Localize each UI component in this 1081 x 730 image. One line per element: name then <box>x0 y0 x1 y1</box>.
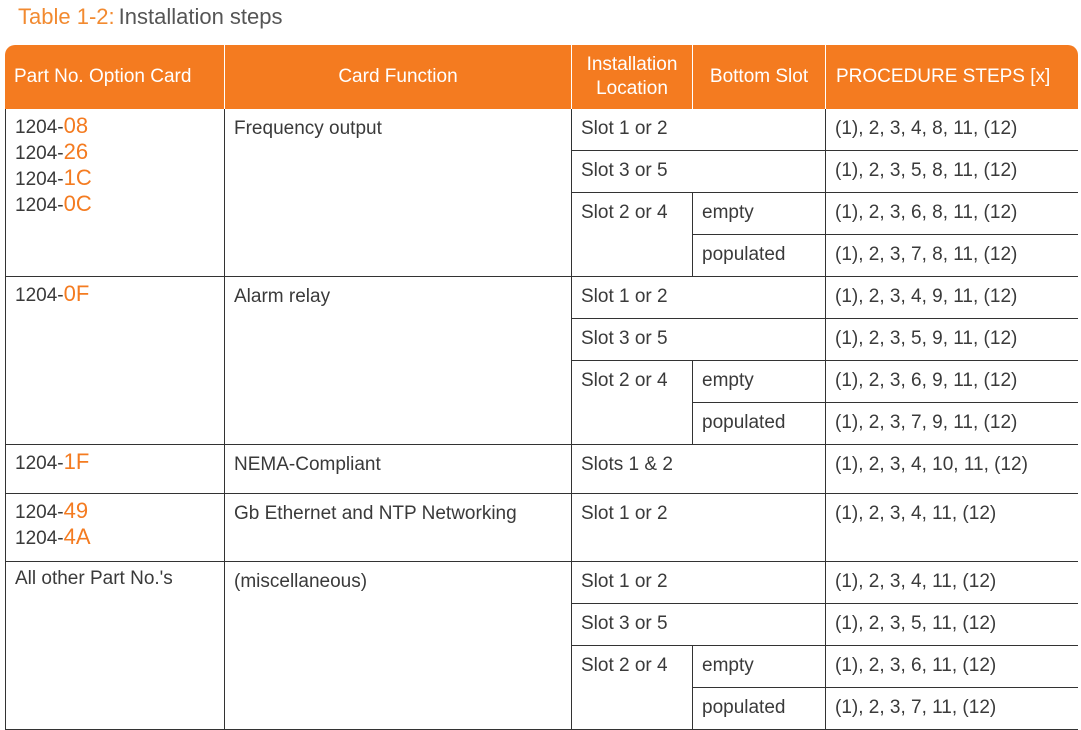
part-number: 1204-08 <box>15 114 215 140</box>
part-code: 1C <box>63 165 92 190</box>
table-row: Slot 2 or 4 empty (1), 2, 3, 6, 11, (12) <box>5 646 1078 730</box>
steps-cell: (1), 2, 3, 4, 8, 11, (12) <box>825 109 1078 151</box>
part-cell: 1204-08 1204-26 1204-1C 1204-0C <box>5 109 224 277</box>
steps-cell: (1), 2, 3, 4, 11, (12) <box>825 562 1078 604</box>
part-code: 1F <box>63 449 90 474</box>
header-cell: Bottom Slot <box>692 45 825 109</box>
header-cell: Card Function <box>224 45 571 109</box>
steps-cell: (1), 2, 3, 7, 11, (12) <box>825 688 1078 730</box>
location-cell: Slot 2 or 4 <box>571 361 692 445</box>
table-row: Slot 2 or 4 empty (1), 2, 3, 6, 9, 11, (12… <box>5 361 1078 445</box>
part-code: 4A <box>63 524 91 549</box>
location-cell: Slot 3 or 5 <box>571 319 825 361</box>
location-cell: Slots 1 & 2 <box>571 445 825 494</box>
part-cell: 1204-49 1204-4A <box>5 494 224 562</box>
location-cell: Slot 1 or 2 <box>571 494 825 562</box>
table-row: populated (1), 2, 3, 7, 9, 11, (12) <box>5 403 1078 445</box>
location-cell: Slot 3 or 5 <box>571 604 825 646</box>
part-number: 1204-4A <box>15 525 215 551</box>
steps-cell: (1), 2, 3, 5, 11, (12) <box>825 604 1078 646</box>
part-number: 1204-0F <box>15 282 215 308</box>
location-cell: Slot 2 or 4 <box>571 646 692 730</box>
table-row: 1204-49 1204-4A Gb Ethernet and NTP Networ… <box>5 494 1078 562</box>
location-cell: Slot 1 or 2 <box>571 109 825 151</box>
part-number: 1204-1C <box>15 166 215 192</box>
location-cell: Slot 3 or 5 <box>571 151 825 193</box>
steps-cell: (1), 2, 3, 5, 8, 11, (12) <box>825 151 1078 193</box>
steps-cell: (1), 2, 3, 5, 9, 11, (12) <box>825 319 1078 361</box>
part-code: 0F <box>63 281 90 306</box>
table-row: 1204-08 1204-26 1204-1C 1204-0C Frequency ou… <box>5 109 1078 277</box>
location-cell: Slot 1 or 2 <box>571 277 825 319</box>
part-prefix: 1204- <box>15 453 64 474</box>
part-prefix: 1204- <box>15 195 64 216</box>
part-code: 26 <box>63 139 89 164</box>
function-cell: Alarm relay <box>224 277 571 445</box>
steps-cell: (1), 2, 3, 4, 10, 11, (12) <box>825 445 1078 494</box>
caption-label: Table 1-2: <box>18 4 115 29</box>
table-row: Slot 3 or 5 (1), 2, 3, 5, 8, 11, (12) <box>5 151 1078 193</box>
part-prefix: 1204- <box>15 285 64 306</box>
table-row: All other Part No.'s (miscellaneous) Slot … <box>5 562 1078 730</box>
part-cell: 1204-0F <box>5 277 224 445</box>
bottom-cell: empty <box>692 646 825 688</box>
steps-cell: (1), 2, 3, 6, 9, 11, (12) <box>825 361 1078 403</box>
part-prefix: 1204- <box>15 528 64 549</box>
part-number: 1204-26 <box>15 140 215 166</box>
location-cell: Slot 2 or 4 <box>571 193 692 277</box>
bottom-cell: populated <box>692 403 825 445</box>
table-row: 1204-1F NEMA-Compliant Slots 1 & 2 (1), 2, … <box>5 445 1078 494</box>
steps-cell: (1), 2, 3, 6, 8, 11, (12) <box>825 193 1078 235</box>
function-cell: (miscellaneous) <box>224 562 571 730</box>
part-prefix: 1204- <box>15 502 64 523</box>
part-number: All other Part No.'s <box>15 567 215 591</box>
table-body: 1204-08 1204-26 1204-1C 1204-0C Frequency ou… <box>5 109 1078 730</box>
steps-cell: (1), 2, 3, 6, 11, (12) <box>825 646 1078 688</box>
steps-cell: (1), 2, 3, 4, 11, (12) <box>825 494 1078 562</box>
installation-table: Part No. Option Card Card Function Install… <box>5 45 1078 730</box>
function-cell: NEMA-Compliant <box>224 445 571 494</box>
part-prefix: All other Part No.'s <box>15 568 173 589</box>
location-cell: Slot 1 or 2 <box>571 562 825 604</box>
caption: Table 1-2: Installation steps <box>18 4 283 30</box>
bottom-cell: empty <box>692 361 825 403</box>
part-number: 1204-0C <box>15 192 215 218</box>
table-row: 1204-0F Alarm relay Slot 1 or 2 (1), 2, 3, … <box>5 277 1078 445</box>
function-cell: Gb Ethernet and NTP Networking <box>224 494 571 562</box>
part-prefix: 1204- <box>15 169 64 190</box>
part-code: 49 <box>63 498 89 523</box>
table-row: Slot 3 or 5 (1), 2, 3, 5, 11, (12) <box>5 604 1078 646</box>
steps-cell: (1), 2, 3, 7, 9, 11, (12) <box>825 403 1078 445</box>
table-row: Slot 2 or 4 empty (1), 2, 3, 6, 8, 11, (12… <box>5 193 1078 277</box>
part-code: 0C <box>63 191 92 216</box>
part-code: 08 <box>63 113 89 138</box>
caption-title: Installation steps <box>118 4 283 29</box>
part-prefix: 1204- <box>15 143 64 164</box>
part-cell: 1204-1F <box>5 445 224 494</box>
part-number: 1204-1F <box>15 450 215 476</box>
bottom-cell: empty <box>692 193 825 235</box>
header-row: Part No. Option Card Card Function Install… <box>5 45 1078 109</box>
part-cell: All other Part No.'s <box>5 562 224 730</box>
header-cell: PROCEDURE STEPS [x] <box>825 45 1078 109</box>
steps-cell: (1), 2, 3, 7, 8, 11, (12) <box>825 235 1078 277</box>
steps-cell: (1), 2, 3, 4, 9, 11, (12) <box>825 277 1078 319</box>
header-cell: Installation Location <box>571 45 692 109</box>
header-cell: Part No. Option Card <box>5 45 224 109</box>
part-number: 1204-49 <box>15 499 215 525</box>
bottom-cell: populated <box>692 235 825 277</box>
function-cell: Frequency output <box>224 109 571 277</box>
table-row: populated (1), 2, 3, 7, 8, 11, (12) <box>5 235 1078 277</box>
table-row: Slot 3 or 5 (1), 2, 3, 5, 9, 11, (12) <box>5 319 1078 361</box>
part-prefix: 1204- <box>15 117 64 138</box>
bottom-cell: populated <box>692 688 825 730</box>
